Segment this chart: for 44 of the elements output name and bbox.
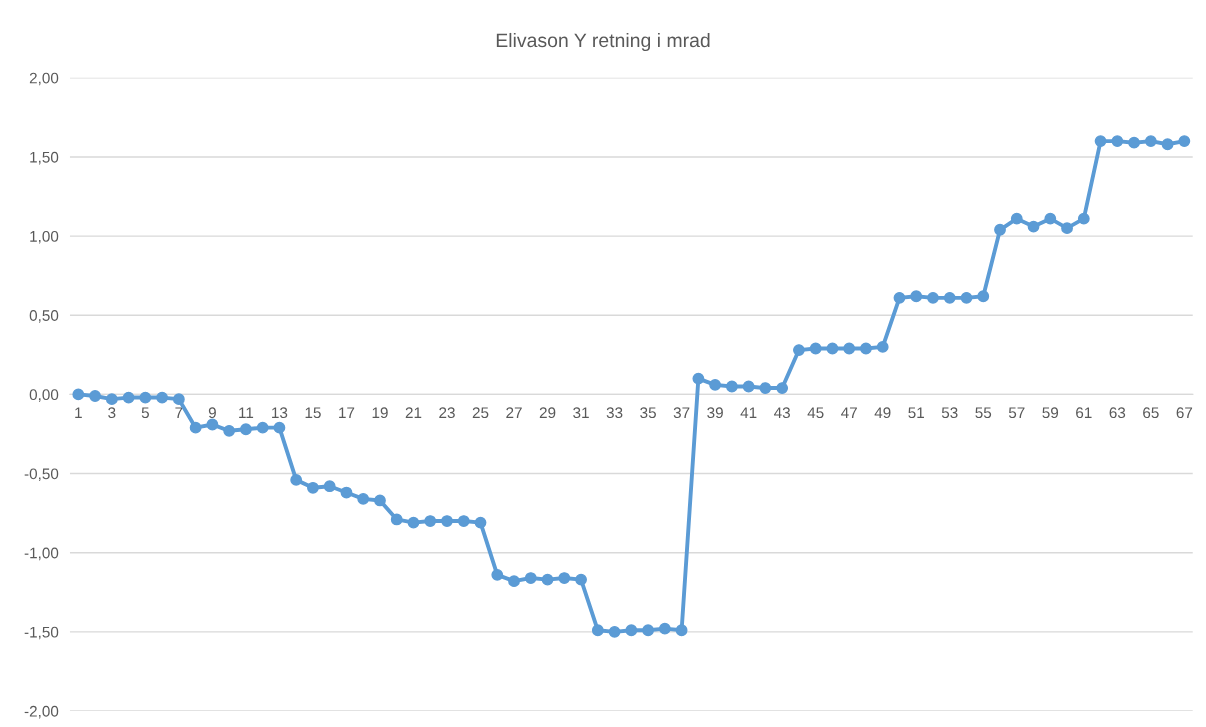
x-tick-label: 57 <box>1008 407 1025 419</box>
x-tick-label: 7 <box>175 407 183 418</box>
x-tick-label: 17 <box>339 407 355 418</box>
x-tick-label: 65 <box>1143 407 1159 419</box>
x-tick-label: 41 <box>740 407 757 418</box>
x-tick-label: 11 <box>239 407 254 418</box>
y-tick-label: 2,00 <box>29 72 59 86</box>
x-tick-label: 21 <box>405 407 422 418</box>
chart-title: Elivason Y retning i mrad <box>496 32 710 52</box>
x-tick-label: 3 <box>108 407 116 419</box>
x-tick-label: 35 <box>640 407 656 419</box>
x-tick-label: 39 <box>707 407 723 419</box>
y-tick-label: -1,00 <box>24 547 59 561</box>
y-tick-label: -0,50 <box>24 468 59 482</box>
x-tick-label: 31 <box>573 407 589 419</box>
x-tick-label: 43 <box>774 407 790 419</box>
x-tick-label: 25 <box>472 407 489 419</box>
x-tick-label: 63 <box>1109 407 1126 419</box>
x-tick-label: 51 <box>908 407 924 419</box>
y-tick-label: 0,50 <box>29 310 59 323</box>
x-tick-label: 19 <box>372 407 388 419</box>
x-tick-label: 1 <box>75 407 82 418</box>
y-tick-label: 1,50 <box>30 151 59 165</box>
x-tick-label: 61 <box>1076 407 1092 419</box>
x-tick-label: 23 <box>439 407 455 419</box>
x-tick-label: 29 <box>539 407 556 419</box>
x-tick-label: 47 <box>841 407 857 418</box>
x-tick-label: 15 <box>305 407 321 419</box>
x-tick-label: 45 <box>807 407 824 419</box>
x-tick-label: 59 <box>1042 407 1059 419</box>
x-tick-label: 9 <box>208 407 216 419</box>
x-tick-label: 13 <box>272 407 288 419</box>
x-tick-label: 5 <box>141 407 149 419</box>
y-tick-label: -1,50 <box>24 626 59 640</box>
y-tick-label: 1,00 <box>30 230 59 244</box>
y-tick-label: 0,00 <box>29 389 59 402</box>
x-tick-label: 55 <box>975 407 992 419</box>
x-tick-label: 67 <box>1176 407 1193 419</box>
y-tick-label: -2,00 <box>24 705 59 719</box>
x-tick-label: 27 <box>506 407 522 418</box>
x-tick-label: 37 <box>673 407 690 419</box>
x-tick-label: 33 <box>606 407 623 419</box>
x-tick-label: 53 <box>941 407 958 419</box>
x-tick-label: 49 <box>874 407 891 419</box>
